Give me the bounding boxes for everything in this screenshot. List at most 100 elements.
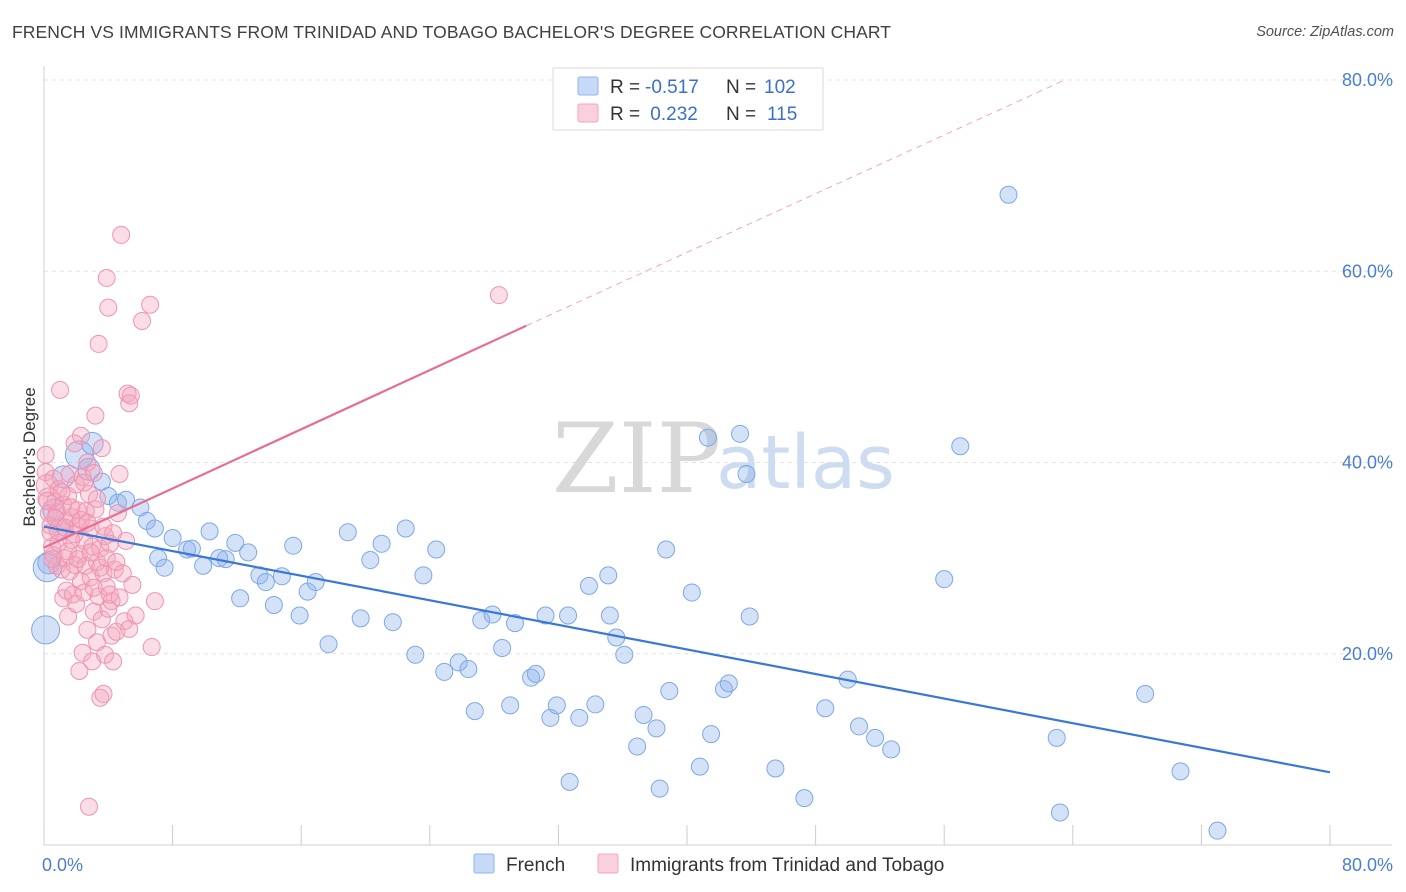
legend-n-label-french: N = bbox=[726, 77, 756, 98]
axes bbox=[43, 66, 1392, 846]
french-point bbox=[505, 614, 524, 633]
trinidad-point bbox=[75, 583, 94, 602]
trinidad-trend-line bbox=[43, 324, 527, 549]
trinidad-point bbox=[110, 464, 129, 483]
trinidad-point bbox=[107, 552, 126, 571]
french-point bbox=[1050, 803, 1069, 822]
trinidad-point bbox=[84, 464, 103, 483]
trinidad-point bbox=[133, 311, 152, 330]
x-tick-label: 0.0% bbox=[42, 855, 83, 875]
trinidad-point bbox=[97, 268, 116, 287]
french-point bbox=[615, 645, 634, 664]
watermark-zip: ZIP bbox=[552, 403, 721, 515]
french-point bbox=[226, 533, 245, 552]
french-point bbox=[338, 523, 357, 542]
trinidad-point bbox=[92, 439, 111, 458]
french-point bbox=[200, 522, 219, 541]
french-point bbox=[600, 606, 619, 625]
french-point bbox=[116, 490, 135, 509]
trinidad-point bbox=[81, 543, 100, 562]
french-point bbox=[795, 789, 814, 808]
y-axis-label: Bachelor's Degree bbox=[20, 387, 39, 526]
trinidad-point bbox=[104, 652, 123, 671]
trinidad-point bbox=[51, 380, 70, 399]
trinidad-point bbox=[43, 550, 62, 569]
legend-r-label-french: R = bbox=[610, 77, 640, 98]
bottom-legend-label-trinidad: Immigrants from Trinidad and Tobago bbox=[630, 855, 944, 876]
french-point bbox=[882, 740, 901, 759]
french-point bbox=[361, 551, 380, 570]
bottom-legend: French Immigrants from Trinidad and Toba… bbox=[473, 853, 944, 876]
french-point bbox=[149, 549, 168, 568]
y-tick-label: 40.0% bbox=[1342, 453, 1393, 473]
french-point bbox=[31, 615, 61, 645]
french-point bbox=[372, 534, 391, 553]
french-point bbox=[501, 696, 520, 715]
trinidad-point bbox=[94, 684, 113, 703]
french-point bbox=[698, 428, 717, 447]
french-point bbox=[657, 540, 676, 559]
french-point bbox=[290, 606, 309, 625]
french-point bbox=[740, 607, 759, 626]
french-point bbox=[435, 662, 454, 681]
trinidad-points bbox=[35, 225, 508, 816]
french-point bbox=[465, 702, 484, 721]
legend-swatch-french bbox=[577, 76, 599, 96]
trend-lines bbox=[43, 79, 1331, 774]
trinidad-point bbox=[59, 542, 78, 561]
trinidad-point bbox=[110, 588, 129, 607]
legend-swatch-trinidad bbox=[577, 103, 599, 123]
french-point bbox=[702, 725, 721, 744]
trinidad-point bbox=[94, 564, 113, 583]
french-point bbox=[647, 719, 666, 738]
trinidad-point bbox=[78, 620, 97, 639]
legend-n-value-french: 102 bbox=[764, 77, 796, 98]
french-point bbox=[351, 609, 370, 628]
french-point bbox=[1208, 821, 1227, 840]
french-point bbox=[231, 589, 250, 608]
legend-n-value-trinidad: 115 bbox=[767, 104, 797, 125]
trinidad-point bbox=[52, 483, 71, 502]
french-point bbox=[80, 431, 104, 455]
french-point bbox=[526, 664, 545, 683]
trinidad-point bbox=[89, 334, 108, 353]
french-point bbox=[714, 680, 733, 699]
legend-r-value-french: -0.517 bbox=[645, 77, 699, 98]
french-point bbox=[449, 653, 468, 672]
french-point bbox=[586, 695, 605, 714]
french-point bbox=[306, 573, 325, 592]
grid-lines bbox=[44, 79, 1392, 655]
trinidad-point bbox=[99, 298, 118, 317]
bottom-legend-swatch-trinidad bbox=[597, 853, 619, 874]
french-point bbox=[414, 566, 433, 585]
french-point bbox=[155, 558, 174, 577]
trinidad-point bbox=[121, 386, 140, 405]
french-point bbox=[239, 543, 258, 562]
french-point bbox=[816, 699, 835, 718]
trinidad-point bbox=[141, 295, 160, 314]
legend-n-label-trinidad: N = bbox=[726, 104, 756, 125]
trinidad-point bbox=[120, 394, 139, 413]
legend-r-value-trinidad: 0.232 bbox=[645, 104, 698, 125]
trinidad-point bbox=[84, 578, 103, 597]
french-point bbox=[579, 576, 598, 595]
french-point bbox=[951, 437, 970, 456]
trinidad-point bbox=[113, 564, 132, 583]
french-point bbox=[163, 529, 182, 548]
trinidad-point bbox=[88, 552, 107, 571]
french-point bbox=[284, 536, 303, 555]
french-point bbox=[145, 519, 164, 538]
trinidad-point bbox=[92, 610, 111, 629]
trinidad-point bbox=[126, 606, 145, 625]
trinidad-point bbox=[62, 498, 81, 517]
french-point bbox=[483, 605, 502, 624]
french-point bbox=[850, 717, 869, 736]
french-point bbox=[182, 539, 201, 558]
watermark: ZIP atlas bbox=[552, 403, 895, 515]
watermark-atlas: atlas bbox=[716, 420, 895, 506]
trinidad-point bbox=[70, 661, 89, 680]
y-tick-labels: 20.0% 40.0% 60.0% 80.0% bbox=[1342, 70, 1393, 664]
french-point bbox=[999, 185, 1018, 204]
french-point bbox=[396, 519, 415, 538]
french-point bbox=[650, 779, 669, 798]
